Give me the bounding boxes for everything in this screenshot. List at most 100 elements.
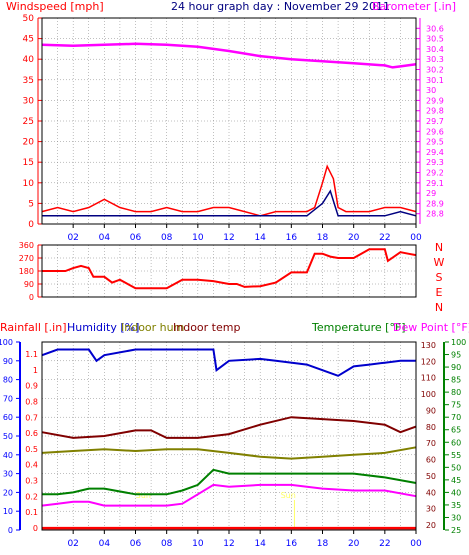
wind-xtick-label: 18 <box>317 233 329 243</box>
indoortemp-ytick-label: 70 <box>426 439 436 448</box>
climate-xtick-label: 10 <box>192 539 204 549</box>
wind-xtick-label: 22 <box>379 233 390 243</box>
baro-ytick-label: 29 <box>426 189 436 198</box>
baro-ytick-label: 28.8 <box>426 210 444 219</box>
temp-ytick-label: 75 <box>451 401 461 410</box>
legend-indoor-temp: Indoor temp <box>173 321 240 334</box>
baro-ytick-label: 29.8 <box>426 107 444 116</box>
dew-point-line <box>41 483 417 507</box>
temp-ytick-label: 55 <box>451 451 461 460</box>
wind-ytick-label: 40 <box>23 55 35 65</box>
rainfall-ytick-label: 0.4 <box>25 461 38 470</box>
indoortemp-ytick-label: 50 <box>426 472 436 481</box>
dir-ytick-label: 270 <box>19 254 34 263</box>
legend-rainfall: Rainfall [.in] <box>0 321 67 334</box>
rainfall-ytick-label: 0 <box>33 524 38 533</box>
humidity-ytick-label: 90 <box>3 357 13 366</box>
humidity-ytick-label: 70 <box>3 394 13 403</box>
barometer-title: Barometer [.in] <box>372 0 456 13</box>
temp-ytick-label: 80 <box>451 388 461 397</box>
rainfall-ytick-label: 0.7 <box>25 413 38 422</box>
indoortemp-ytick-label: 90 <box>426 406 436 415</box>
rainfall-ytick-label: 0.8 <box>25 397 38 406</box>
sun-annotation: Sun <box>136 491 151 500</box>
dir-ytick-label: 90 <box>24 280 34 289</box>
humidity-ytick-label: 40 <box>3 451 13 460</box>
wind-ytick-label: 20 <box>23 138 35 148</box>
indoortemp-ytick-label: 100 <box>421 390 436 399</box>
indoortemp-ytick-label: 20 <box>426 521 436 530</box>
wind-ytick-label: 25 <box>23 117 34 127</box>
baro-ytick-label: 30.4 <box>426 45 444 54</box>
humidity-ytick-label: 0 <box>8 526 13 535</box>
wind-ytick-label: 45 <box>23 35 34 45</box>
temp-ytick-label: 90 <box>451 363 461 372</box>
baro-ytick-label: 30.1 <box>426 76 444 85</box>
climate-xtick-label: 02 <box>67 539 78 549</box>
indoortemp-ytick-label: 120 <box>421 357 436 366</box>
humidity-ytick-label: 60 <box>3 413 13 422</box>
compass-label: W <box>434 256 445 269</box>
indoor-humidity-line <box>41 446 417 460</box>
legend-indoor-hum: Indoor hum <box>121 321 184 334</box>
wind-ytick-label: 10 <box>23 179 35 189</box>
baro-ytick-label: 30.5 <box>426 35 444 44</box>
rainfall-ytick-label: 0.2 <box>25 492 38 501</box>
wind-ytick-label: 5 <box>28 199 34 209</box>
compass-label: N <box>435 301 443 314</box>
wind-xtick-label: 08 <box>161 233 173 243</box>
temp-ytick-label: 85 <box>451 376 461 385</box>
wind-xtick-label: 10 <box>192 233 204 243</box>
wind-xtick-label: 06 <box>130 233 142 243</box>
temp-ytick-label: 30 <box>451 513 461 522</box>
temp-ytick-label: 65 <box>451 426 461 435</box>
wind-ytick-label: 15 <box>23 158 34 168</box>
climate-xtick-label: 18 <box>317 539 329 549</box>
temp-ytick-label: 35 <box>451 501 461 510</box>
humidity-ytick-label: 30 <box>3 470 13 479</box>
wind-ytick-label: 50 <box>23 14 35 24</box>
temp-ytick-label: 60 <box>451 438 461 447</box>
wind-xtick-label: 12 <box>223 233 234 243</box>
rainfall-ytick-label: 0.9 <box>25 382 38 391</box>
wind-xtick-label: 20 <box>348 233 360 243</box>
indoortemp-ytick-label: 80 <box>426 423 436 432</box>
indoor-temperature-line <box>41 416 417 439</box>
temperature-line <box>42 468 417 496</box>
climate-xtick-label: 22 <box>379 539 390 549</box>
compass-label: E <box>436 286 443 299</box>
baro-ytick-label: 29.6 <box>426 127 444 136</box>
indoortemp-ytick-label: 110 <box>421 374 436 383</box>
indoortemp-ytick-label: 30 <box>426 505 436 514</box>
legend-temperature: Temperature [°F] <box>311 321 406 334</box>
climate-xtick-label: 12 <box>223 539 234 549</box>
humidity-ytick-label: 100 <box>0 338 13 347</box>
temp-ytick-label: 100 <box>451 338 466 347</box>
humidity-ytick-label: 80 <box>3 376 13 385</box>
temp-ytick-label: 70 <box>451 413 461 422</box>
rainfall-ytick-label: 0.1 <box>25 508 38 517</box>
wind-ytick-label: 30 <box>23 96 35 106</box>
baro-ytick-label: 30 <box>426 86 436 95</box>
rainfall-ytick-label: 0.5 <box>25 445 38 454</box>
temp-ytick-label: 25 <box>451 526 461 535</box>
humidity-ytick-label: 50 <box>3 432 13 441</box>
compass-label: S <box>436 271 443 284</box>
baro-ytick-label: 29.1 <box>426 179 444 188</box>
rainfall-ytick-label: 0.3 <box>25 477 38 486</box>
barometer-line <box>41 42 417 69</box>
baro-ytick-label: 29.5 <box>426 138 444 147</box>
rainfall-ytick-label: 0.6 <box>25 429 38 438</box>
chart-title: 24 hour graph day : November 29 2011 <box>171 0 390 13</box>
dir-frame <box>41 244 417 298</box>
compass-label: N <box>435 241 443 254</box>
climate-xtick-label: 16 <box>286 539 298 549</box>
rainfall-ytick-label: 1.1 <box>25 350 38 359</box>
humidity-ytick-label: 20 <box>3 488 13 497</box>
climate-xtick-label: 04 <box>99 539 111 549</box>
climate-xtick-label: 00 <box>410 539 422 549</box>
rainfall-ytick-label: 1 <box>33 366 38 375</box>
climate-xtick-label: 08 <box>161 539 173 549</box>
baro-ytick-label: 29.3 <box>426 158 444 167</box>
